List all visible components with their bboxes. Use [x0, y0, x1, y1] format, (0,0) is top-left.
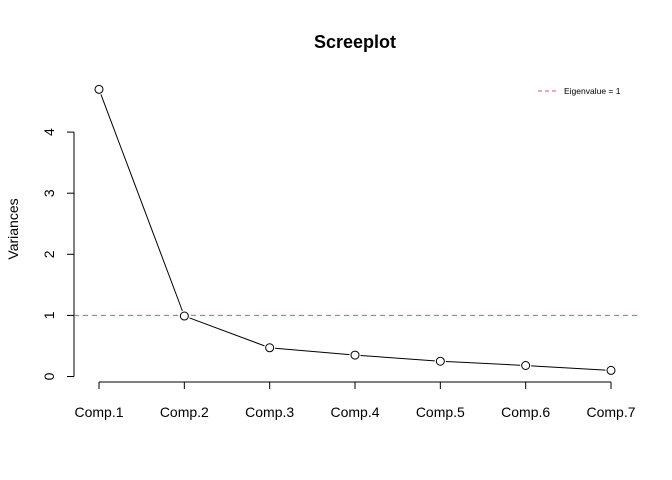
chart-title: Screeplot [314, 32, 396, 52]
legend: Eigenvalue = 1 [538, 86, 621, 96]
y-axis-title: Variances [5, 198, 21, 259]
y-tick-label: 1 [41, 311, 57, 319]
series-segment [100, 94, 183, 312]
y-tick-label: 0 [41, 372, 57, 380]
series-segment [360, 355, 435, 362]
series-group [94, 84, 616, 375]
x-tick-label: Comp.6 [501, 404, 550, 420]
series-segment [531, 365, 606, 371]
x-tick-label: Comp.2 [160, 404, 209, 420]
x-tick-label: Comp.4 [330, 404, 379, 420]
data-point [606, 365, 616, 375]
legend-label: Eigenvalue = 1 [564, 86, 621, 96]
data-point [350, 350, 360, 360]
series-segment [189, 317, 265, 347]
data-point [179, 311, 189, 321]
y-tick-label: 4 [41, 128, 57, 136]
x-tick-label: Comp.1 [74, 404, 123, 420]
x-tick-label: Comp.7 [586, 404, 635, 420]
data-point [94, 84, 104, 94]
series-segment [445, 361, 521, 366]
y-tick-label: 3 [41, 189, 57, 197]
series-segment [275, 347, 350, 356]
axes: 0 1 2 3 4 Comp.1 Comp.2 Comp.3 Comp.4 Comp.5 Comp.… [41, 128, 636, 420]
data-point [435, 356, 445, 366]
x-tick-label: Comp.5 [416, 404, 465, 420]
x-tick-label: Comp.3 [245, 404, 294, 420]
data-point [265, 343, 275, 353]
data-point [521, 361, 531, 371]
y-tick-label: 2 [41, 250, 57, 258]
